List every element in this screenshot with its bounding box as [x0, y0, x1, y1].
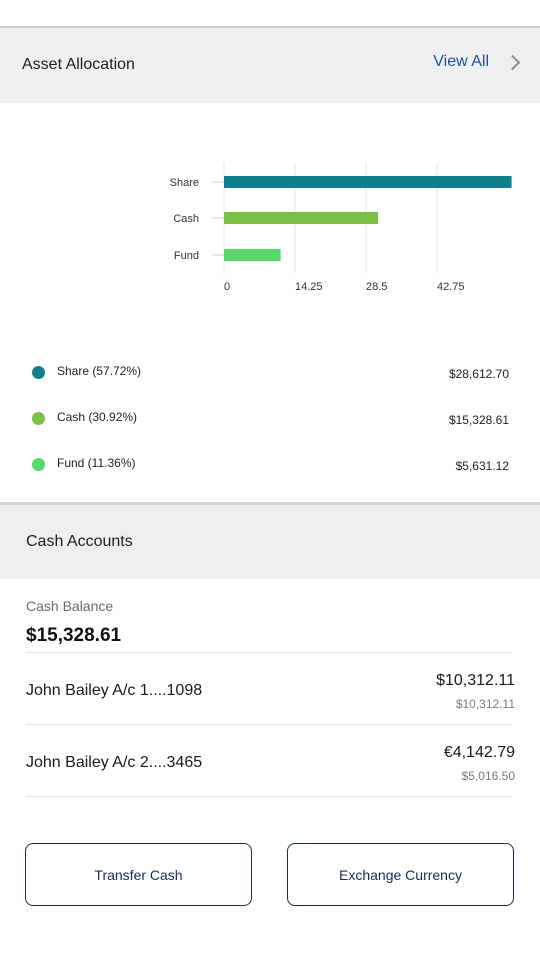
top-strip: [0, 0, 540, 28]
account-name: John Bailey A/c 2....3465: [26, 754, 203, 771]
exchange-currency-button[interactable]: Exchange Currency: [287, 843, 514, 906]
divider: [26, 796, 512, 797]
asset-allocation-title: Asset Allocation: [22, 56, 135, 73]
account-row[interactable]: John Bailey A/c 1....1098 $10,312.11 $10…: [26, 652, 515, 724]
cash-accounts-panel: Cash Balance $15,328.61 John Bailey A/c …: [0, 579, 540, 953]
bar-share: [224, 176, 512, 188]
cash-balance-value: $15,328.61: [26, 625, 122, 646]
asset-allocation-header: Asset Allocation View All: [0, 29, 540, 103]
x-tick-label: 0: [224, 281, 230, 293]
divider: [26, 724, 512, 725]
account-row[interactable]: John Bailey A/c 2....3465 €4,142.79 $5,0…: [26, 724, 515, 796]
account-name: John Bailey A/c 1....1098: [26, 682, 203, 699]
section-divider: [0, 502, 540, 505]
legend-dot: [32, 458, 45, 471]
category-label: Cash: [173, 213, 199, 225]
legend-label: Share (57.72%): [57, 364, 142, 378]
x-tick-label: 14.25: [295, 281, 323, 293]
x-tick-label: 42.75: [437, 281, 465, 293]
legend-item-share: Share (57.72%) $28,612.70: [0, 358, 540, 388]
legend-item-cash: Cash (30.92%) $15,328.61: [0, 404, 540, 434]
cash-balance-label: Cash Balance: [26, 598, 114, 614]
cash-accounts-title: Cash Accounts: [26, 533, 133, 550]
view-all-link[interactable]: View All: [433, 53, 521, 71]
legend-dot: [32, 366, 45, 379]
legend-amount: $5,631.12: [455, 459, 509, 473]
transfer-cash-button[interactable]: Transfer Cash: [25, 843, 252, 906]
account-balance: €4,142.79: [443, 744, 515, 761]
legend-dot: [32, 412, 45, 425]
bar-fund: [224, 249, 281, 261]
bar-cash: [224, 212, 379, 224]
category-label: Fund: [174, 250, 199, 262]
asset-allocation-panel: 0 14.25 28.5 42.75 Share Cash Fund Share (57.7…: [0, 103, 540, 503]
legend-amount: $15,328.61: [448, 413, 509, 427]
cash-accounts-header: Cash Accounts: [0, 505, 540, 579]
legend-item-fund: Fund (11.36%) $5,631.12: [0, 450, 540, 480]
x-tick-label: 28.5: [366, 281, 387, 293]
category-label: Share: [170, 177, 199, 189]
legend-label: Cash (30.92%): [57, 410, 138, 424]
account-converted-balance: $5,016.50: [461, 769, 515, 783]
account-balance: $10,312.11: [436, 672, 515, 689]
allocation-bar-chart: 0 14.25 28.5 42.75 Share Cash Fund: [170, 163, 512, 293]
account-converted-balance: $10,312.11: [455, 697, 515, 711]
divider: [26, 652, 512, 653]
legend-label: Fund (11.36%): [57, 456, 136, 470]
chevron-right-icon: [504, 54, 521, 70]
legend-amount: $28,612.70: [448, 367, 509, 381]
view-all-label: View All: [433, 53, 489, 70]
